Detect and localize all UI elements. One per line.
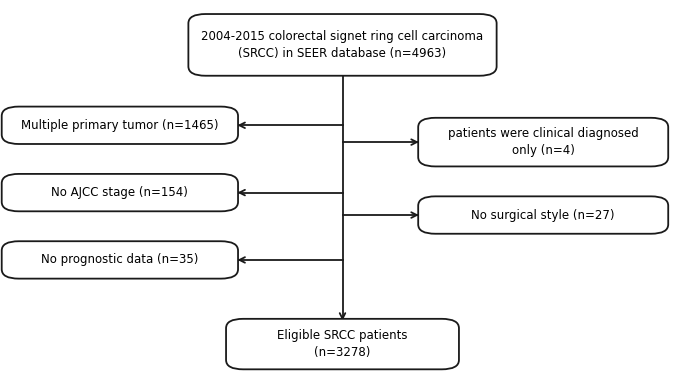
FancyBboxPatch shape bbox=[1, 107, 238, 144]
FancyBboxPatch shape bbox=[188, 14, 497, 76]
Text: patients were clinical diagnosed
only (n=4): patients were clinical diagnosed only (n… bbox=[448, 127, 638, 157]
Text: Multiple primary tumor (n=1465): Multiple primary tumor (n=1465) bbox=[21, 119, 219, 132]
Text: No prognostic data (n=35): No prognostic data (n=35) bbox=[41, 254, 199, 266]
FancyBboxPatch shape bbox=[1, 174, 238, 211]
FancyBboxPatch shape bbox=[418, 196, 668, 234]
Text: No surgical style (n=27): No surgical style (n=27) bbox=[471, 209, 615, 221]
Text: 2004-2015 colorectal signet ring cell carcinoma
(SRCC) in SEER database (n=4963): 2004-2015 colorectal signet ring cell ca… bbox=[201, 30, 484, 60]
FancyBboxPatch shape bbox=[226, 319, 459, 370]
Text: Eligible SRCC patients
(n=3278): Eligible SRCC patients (n=3278) bbox=[277, 329, 408, 359]
FancyBboxPatch shape bbox=[1, 241, 238, 279]
Text: No AJCC stage (n=154): No AJCC stage (n=154) bbox=[51, 186, 188, 199]
FancyBboxPatch shape bbox=[418, 118, 668, 166]
